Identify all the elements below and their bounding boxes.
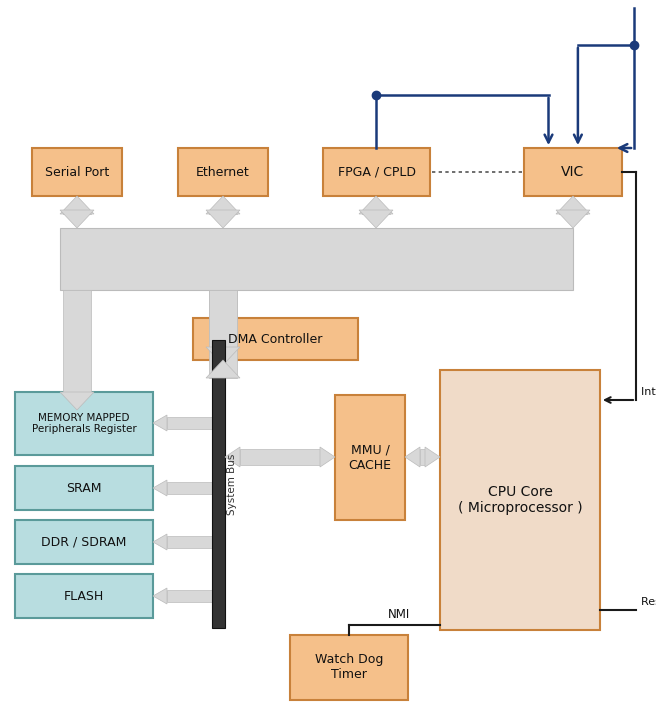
Polygon shape	[153, 480, 167, 496]
Text: VIC: VIC	[562, 165, 584, 179]
Text: MEMORY MAPPED
Peripherals Register: MEMORY MAPPED Peripherals Register	[31, 413, 136, 434]
Text: Serial Port: Serial Port	[45, 165, 109, 178]
Bar	[167, 482, 212, 494]
Bar	[209, 290, 237, 347]
Text: DDR / SDRAM: DDR / SDRAM	[41, 536, 127, 549]
Polygon shape	[556, 196, 590, 214]
Bar	[209, 210, 237, 214]
Polygon shape	[153, 415, 167, 431]
Bar	[15, 574, 153, 618]
Bar	[178, 148, 268, 196]
Text: NMI: NMI	[388, 608, 410, 621]
Text: System Bus: System Bus	[227, 453, 237, 515]
Polygon shape	[359, 210, 393, 228]
Bar	[63, 290, 91, 392]
Bar	[167, 417, 212, 429]
Text: SRAM: SRAM	[66, 481, 102, 494]
Bar	[193, 318, 358, 360]
Polygon shape	[153, 534, 167, 550]
Bar	[167, 536, 212, 548]
Polygon shape	[225, 447, 240, 467]
Text: FPGA / CPLD: FPGA / CPLD	[337, 165, 415, 178]
Polygon shape	[60, 196, 94, 214]
Bar	[212, 340, 225, 628]
Bar	[440, 370, 600, 630]
Bar	[323, 148, 430, 196]
Polygon shape	[206, 360, 240, 378]
Bar	[290, 635, 408, 700]
Text: System Bus: System Bus	[213, 455, 224, 513]
Polygon shape	[153, 588, 167, 604]
Text: Reset Pin: Reset Pin	[641, 597, 656, 607]
Bar	[524, 148, 622, 196]
Bar	[32, 148, 122, 196]
Polygon shape	[359, 196, 393, 214]
Bar	[15, 520, 153, 564]
Polygon shape	[556, 210, 590, 228]
Text: Watch Dog
Timer: Watch Dog Timer	[315, 653, 383, 682]
Text: MMU /
CACHE: MMU / CACHE	[348, 444, 392, 471]
Bar	[335, 395, 405, 520]
Text: CPU Core
( Microprocessor ): CPU Core ( Microprocessor )	[458, 485, 583, 515]
Text: FLASH: FLASH	[64, 589, 104, 602]
Polygon shape	[206, 210, 240, 228]
Text: Interrupt Pin: Interrupt Pin	[641, 387, 656, 397]
Polygon shape	[60, 392, 94, 410]
Bar	[559, 210, 587, 214]
Bar	[362, 210, 390, 214]
Bar	[60, 228, 573, 290]
Bar	[240, 449, 320, 465]
Bar	[167, 590, 212, 602]
Bar	[63, 210, 91, 214]
Polygon shape	[425, 447, 440, 467]
Bar	[420, 449, 425, 465]
Polygon shape	[405, 447, 420, 467]
Polygon shape	[206, 196, 240, 214]
Polygon shape	[320, 447, 335, 467]
Text: DMA Controller: DMA Controller	[228, 333, 323, 346]
Polygon shape	[60, 210, 94, 228]
Bar	[209, 290, 237, 378]
Bar	[15, 466, 153, 510]
Polygon shape	[206, 347, 240, 365]
Bar	[15, 392, 153, 455]
Text: Ethernet: Ethernet	[196, 165, 250, 178]
